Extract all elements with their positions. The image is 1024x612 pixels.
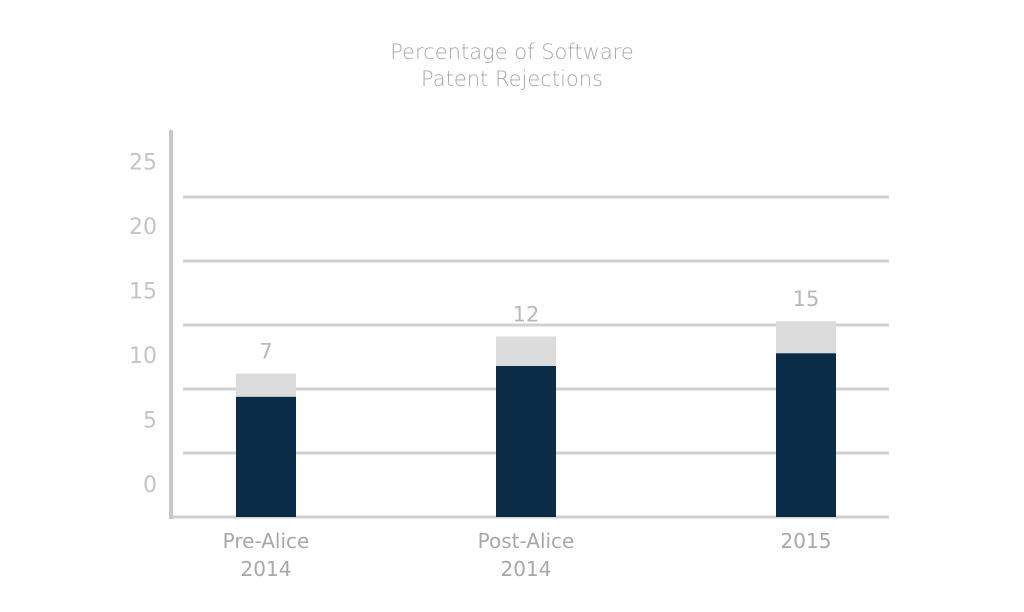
y-tick-label: 20: [129, 215, 157, 240]
bar-segment-top: [776, 321, 836, 354]
y-axis-ticks: 0 5 10 15 20 25: [129, 151, 157, 499]
x-tick-label: 2014: [241, 557, 292, 581]
data-labels: 7 12 15: [259, 287, 819, 363]
x-tick-label: 2014: [501, 557, 552, 581]
chart-title-line-2: Patent Rejections: [421, 67, 603, 91]
x-axis-ticks: Pre-Alice 2014 Post-Alice 2014 2015: [223, 529, 832, 581]
y-tick-label: 25: [129, 151, 157, 176]
x-tick-label: 2015: [781, 529, 832, 553]
y-tick-label: 0: [143, 473, 157, 498]
bar-segment-top: [496, 336, 556, 366]
data-label: 7: [259, 340, 272, 364]
y-tick-label: 10: [129, 344, 157, 369]
bar-segment-main: [496, 365, 556, 517]
x-tick-label: Post-Alice: [478, 529, 575, 553]
y-tick-label: 5: [143, 409, 157, 434]
bar-segment-main: [236, 396, 296, 517]
data-label: 15: [793, 287, 820, 311]
y-tick-label: 15: [129, 280, 157, 305]
bars: [236, 321, 836, 517]
chart-title-line-1: Percentage of Software: [390, 40, 634, 64]
data-label: 12: [513, 303, 540, 327]
bar-segment-top: [236, 373, 296, 397]
x-tick-label: Pre-Alice: [223, 529, 310, 553]
bar-segment-main: [776, 353, 836, 517]
